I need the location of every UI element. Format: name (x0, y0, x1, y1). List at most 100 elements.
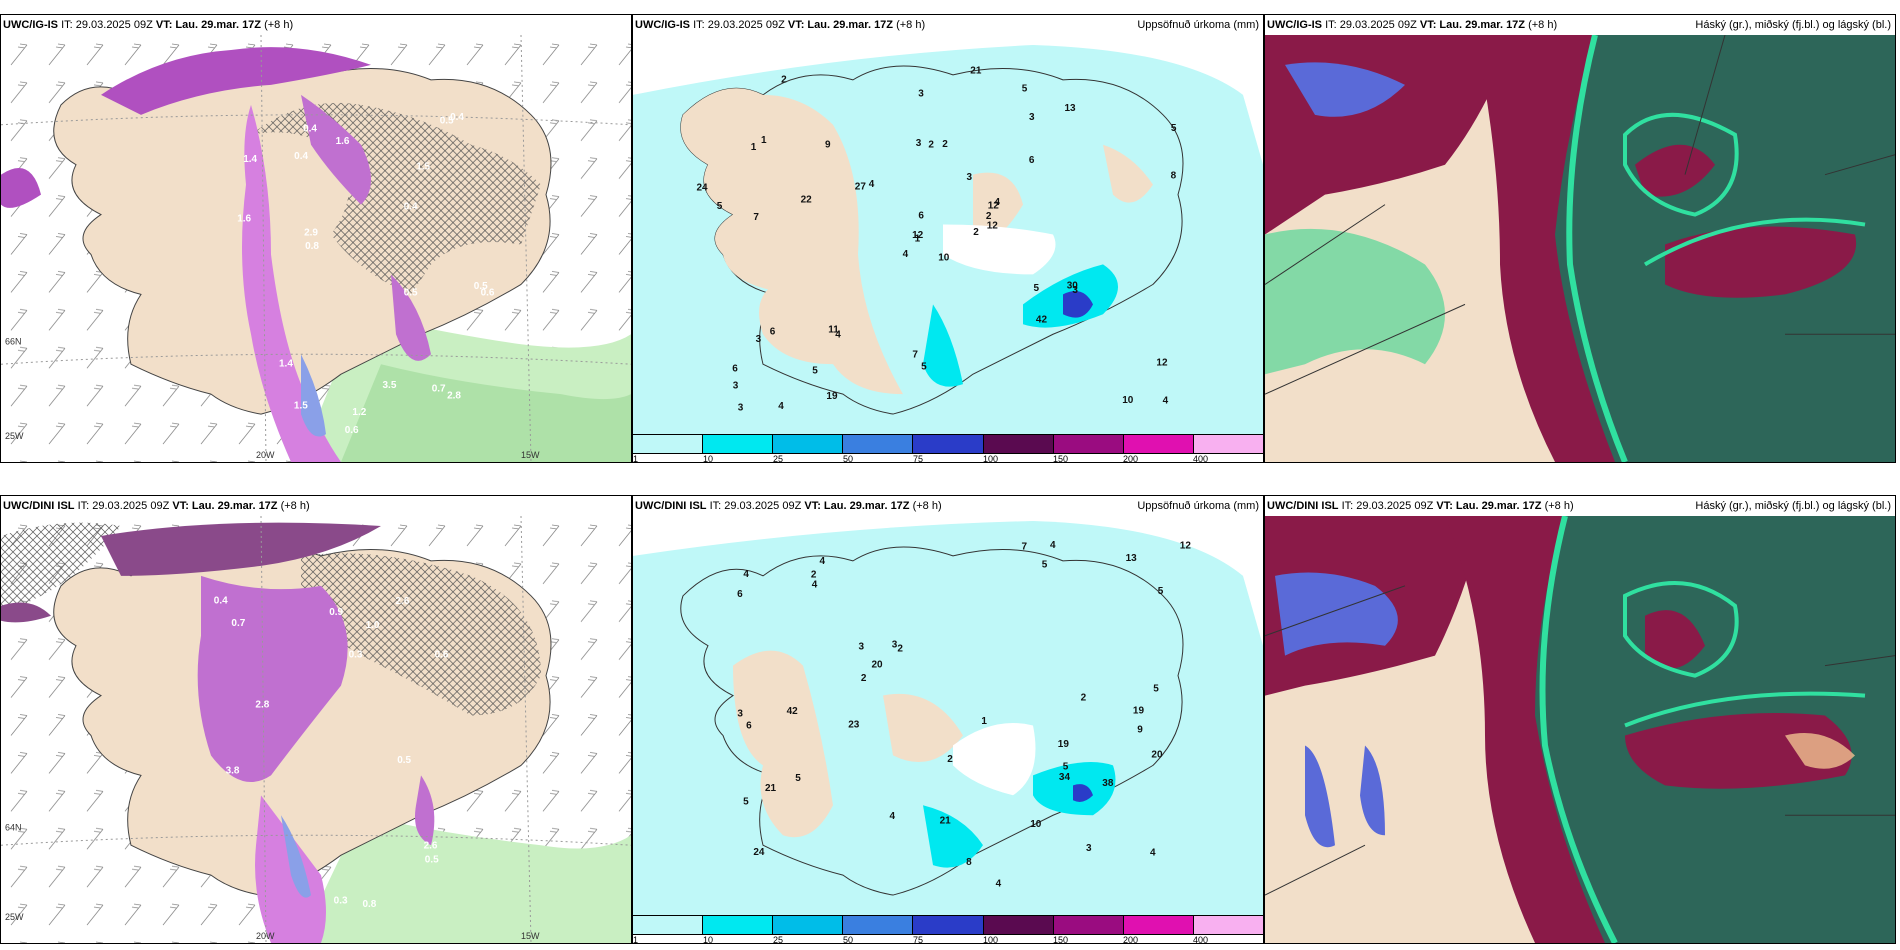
value-label: 3 (733, 380, 739, 391)
colorbar-swatch (703, 435, 774, 453)
value-label: 2.6 (395, 596, 409, 607)
precip-map[interactable]: 19 9 24 4 2 3 5 5 3 4 6 3 4 4 4 5 2 1 3 5 12 13 2 20 7 2 5 6 4 2 8 10 20… (633, 516, 1263, 915)
value-label: 2.8 (255, 700, 269, 711)
value-label: 3 (737, 709, 743, 720)
value-label: 1.5 (416, 161, 430, 172)
colorbar-tick-label: 1 (633, 935, 639, 944)
cloud-map[interactable] (1265, 35, 1895, 462)
vt-label: VT: (1419, 19, 1437, 31)
colorbar-tick-label: 50 (843, 454, 854, 463)
value-label: 7 (753, 212, 759, 223)
snow-map[interactable]: 20W 15W 25W 64N 0.3 0.5 0.4 0.6 0.3 0.9 0.8 2.6… (1, 516, 631, 943)
value-label: 2 (928, 139, 934, 150)
lon-label: 15W (521, 450, 540, 460)
value-label: 4 (890, 811, 896, 822)
value-label: 1.2 (352, 407, 366, 418)
snow-map[interactable]: 20W 15W 25W 66N 1.4 0.4 0.4 1.2 0.5 0.6 0.5 0.8… (1, 35, 631, 462)
panel-snow-ig-is: UWC/IG-IS IT: 29.03.2025 09Z VT: Lau. 29… (0, 14, 632, 463)
value-label: 4 (820, 556, 826, 567)
value-label: 0.3 (349, 650, 363, 661)
valid-time: Lau. 29.mar. 17Z (823, 500, 910, 512)
value-label: 0.6 (481, 288, 495, 299)
value-label: 30 (1067, 280, 1079, 291)
value-label: 2 (897, 644, 903, 655)
value-label: 4 (778, 401, 784, 412)
panel-header: UWC/IG-IS IT: 29.03.2025 09Z VT: Lau. 29… (1265, 15, 1895, 35)
value-label: 6 (918, 210, 924, 221)
value-label: 24 (697, 183, 709, 194)
value-label: 3 (892, 639, 898, 650)
init-time: IT: 29.03.2025 09Z (61, 19, 153, 31)
precip-map[interactable]: 10 1 1 6 12 4 5 2 3 2 2 4 7 5 4 6 4 3 3 6 4 3 5 2 4 3 1 3 5 5 8 12 7 6 9 13… (633, 35, 1263, 434)
value-label: 3 (756, 334, 762, 345)
value-label: 0.4 (303, 123, 317, 134)
value-label: 12 (1180, 541, 1192, 552)
value-label: 5 (1153, 683, 1159, 694)
colorbar-tick-label: 200 (1123, 454, 1139, 463)
precip-value-labels: 1011612452322475464336435243135581276913… (697, 65, 1177, 413)
value-label: 0.5 (404, 288, 418, 299)
value-label: 7 (912, 350, 918, 361)
value-label: 1.6 (237, 213, 251, 224)
colorbar-swatch (1123, 916, 1194, 934)
lat-label: 66N (5, 336, 21, 346)
value-label: 22 (801, 194, 813, 205)
init-time: IT: 29.03.2025 09Z (1341, 500, 1434, 512)
value-label: 4 (869, 179, 875, 190)
value-label: 3 (859, 642, 865, 653)
vt-label: VT: (804, 500, 821, 512)
panel-header: UWC/DINI ISL IT: 29.03.2025 09Z VT: Lau.… (1265, 496, 1895, 516)
vt-label: VT: (787, 19, 805, 31)
value-label: 5 (1042, 560, 1048, 571)
model-name: UWC/IG-IS (635, 19, 690, 31)
init-time: IT: 29.03.2025 09Z (77, 500, 170, 512)
lead-time: (+8 h) (912, 500, 942, 512)
valid-time: Lau. 29.mar. 17Z (191, 500, 278, 512)
value-label: 3.8 (226, 766, 240, 777)
panel-clouds-dini: UWC/DINI ISL IT: 29.03.2025 09Z VT: Lau.… (1264, 495, 1896, 944)
colorbar-tick-label: 1 (633, 454, 639, 463)
value-label: 0.4 (404, 202, 418, 213)
colorbar-swatch (843, 916, 914, 934)
value-label: 6 (732, 364, 738, 375)
lon-label: 25W (5, 912, 24, 922)
value-label: 0.5 (397, 755, 411, 766)
value-label: 12 (1156, 357, 1168, 368)
value-label: 9 (825, 140, 831, 151)
value-label: 38 (1102, 778, 1114, 789)
value-label: 8 (1171, 170, 1177, 181)
value-label: 20 (872, 659, 884, 670)
model-name: UWC/IG-IS (1267, 19, 1322, 31)
value-label: 20 (1151, 750, 1163, 761)
value-label: 1 (751, 142, 757, 153)
value-label: 34 (1059, 772, 1071, 783)
value-label: 19 (1133, 706, 1145, 717)
value-label: 5 (812, 366, 818, 377)
value-label: 8 (966, 857, 972, 868)
colorbar-swatch (633, 435, 704, 453)
vt-label: VT: (155, 19, 173, 31)
lon-label: 25W (5, 431, 24, 441)
lon-label: 20W (256, 931, 275, 941)
value-label: 6 (1029, 155, 1035, 166)
value-label: 3.5 (383, 380, 397, 391)
value-label: 3 (1029, 112, 1035, 123)
value-label: 1 (761, 135, 767, 146)
value-label: 21 (940, 816, 952, 827)
model-name: UWC/DINI ISL (635, 500, 707, 512)
colorbar-swatch (983, 435, 1054, 453)
value-label: 1.4 (279, 358, 293, 369)
precip-colorbar: 1 10 25 50 75 100 150 200 400 (633, 915, 1263, 943)
value-label: 10 (1122, 395, 1134, 406)
value-label: 12 (988, 200, 1000, 211)
value-label: 0.7 (231, 618, 245, 629)
value-label: 1 (981, 716, 987, 727)
value-label: 12 (987, 221, 999, 232)
value-label: 27 (855, 182, 867, 193)
colorbar-tick-label: 100 (983, 935, 999, 944)
cloud-map[interactable] (1265, 516, 1895, 943)
field-title: Háský (gr.), miðský (fj.bl.) og lágský (… (1695, 500, 1891, 512)
lead-time: (+8 h) (1544, 500, 1574, 512)
value-label: 1.6 (336, 136, 350, 147)
value-label: 2 (942, 139, 948, 150)
